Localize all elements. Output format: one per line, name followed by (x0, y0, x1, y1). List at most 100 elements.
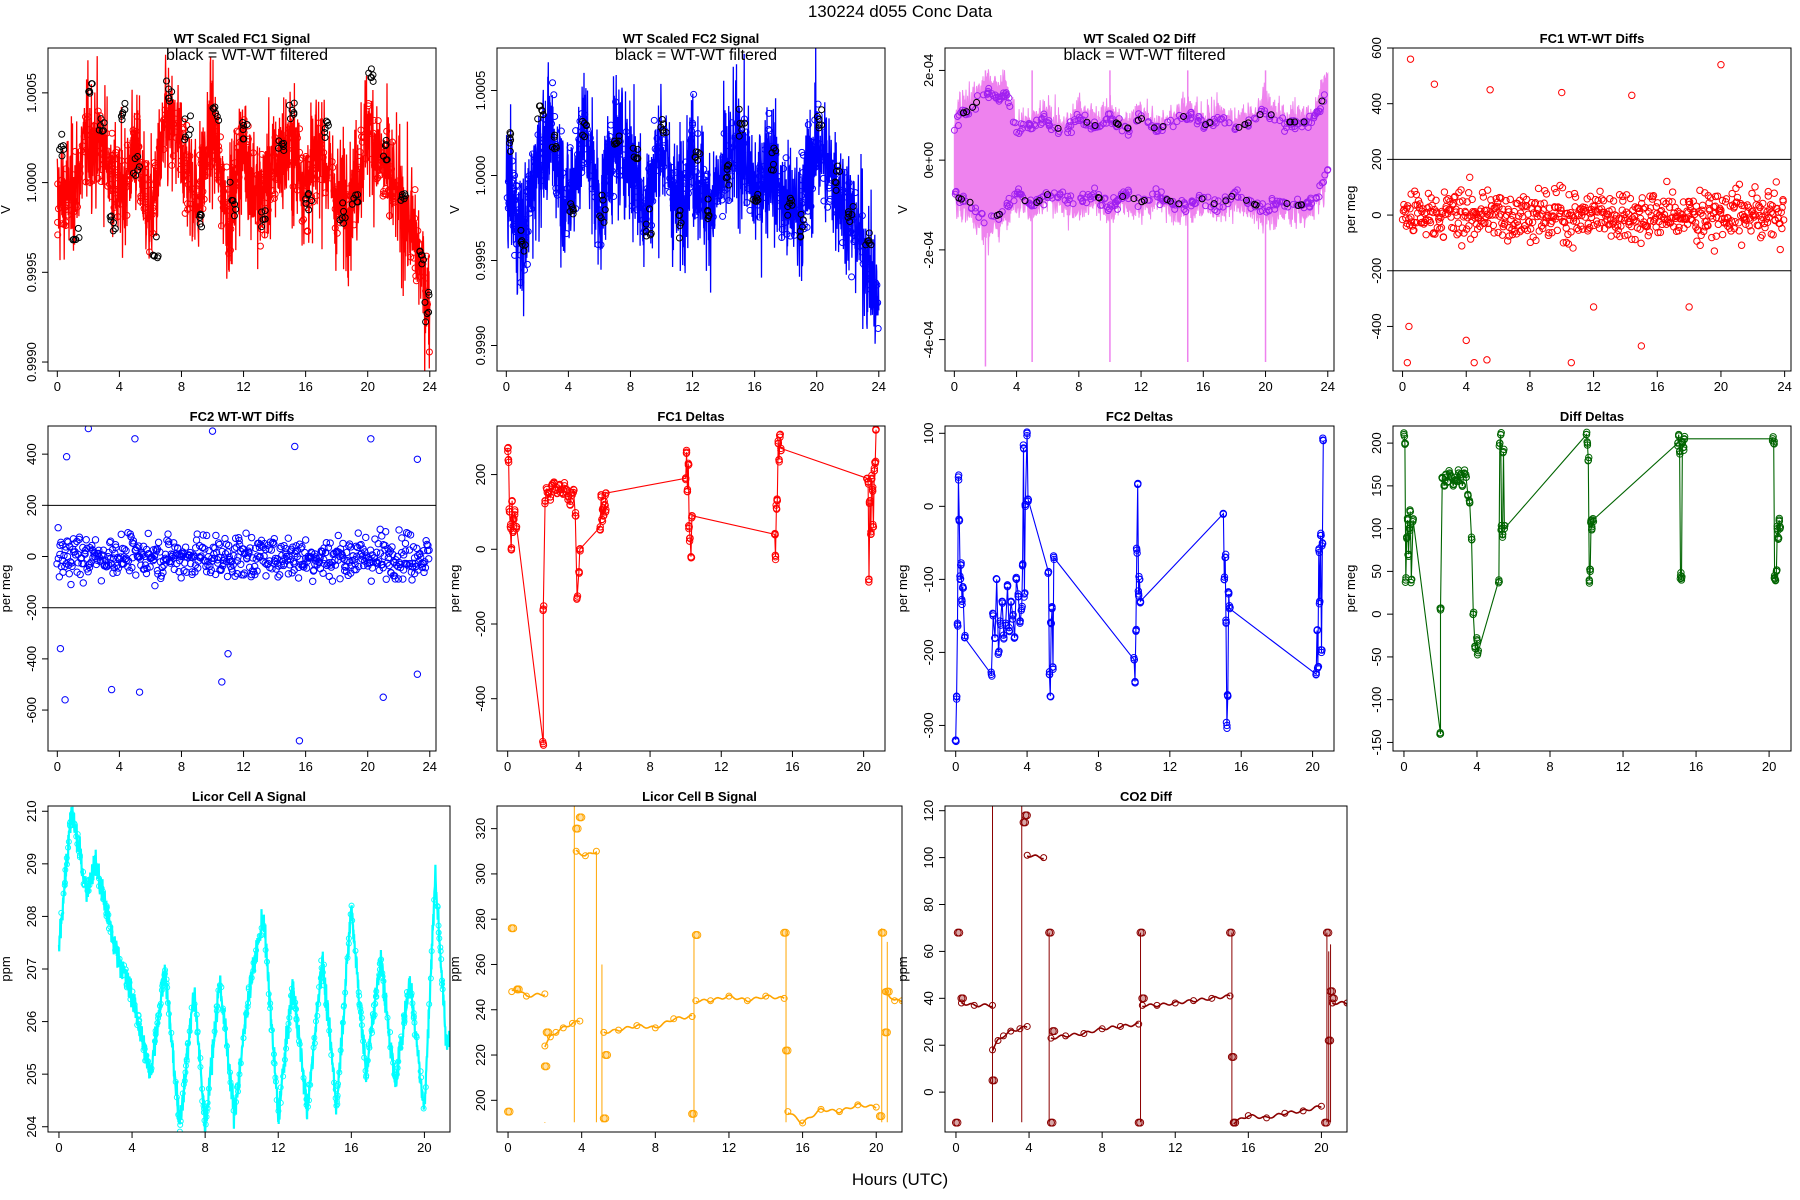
series-point (1037, 120, 1045, 128)
series-point (213, 148, 221, 156)
series-point (169, 152, 177, 160)
series-point (987, 668, 995, 676)
series-point (147, 181, 155, 189)
series-point (75, 848, 82, 855)
series-point (1437, 224, 1446, 232)
y-tick-label: 209 (24, 853, 39, 875)
series-point (340, 1003, 347, 1010)
series-point (104, 182, 112, 190)
series-point (546, 493, 555, 501)
x-tick-label: 12 (714, 759, 728, 774)
series-point (1005, 627, 1014, 636)
chart-title: Licor Cell A Signal (192, 789, 306, 804)
series-point (392, 1073, 399, 1080)
series-point (387, 163, 395, 171)
series-point (361, 154, 369, 162)
series-point (428, 948, 435, 955)
filtered-point (517, 226, 525, 234)
series-point (217, 222, 225, 230)
filtered-point (338, 214, 346, 222)
chart-title: FC2 WT-WT Diffs (190, 409, 295, 424)
series-point (113, 171, 121, 179)
series-point (99, 551, 107, 560)
series-point (206, 163, 214, 171)
series-point (236, 1071, 243, 1078)
series-point (626, 176, 634, 184)
plot-area (504, 806, 902, 1127)
series-point (780, 165, 788, 173)
series-point (504, 447, 512, 456)
filtered-point (302, 199, 310, 207)
series-point (289, 145, 297, 153)
x-tick-label: 4 (1463, 379, 1470, 394)
series-point (378, 532, 386, 540)
x-tick-label: 16 (298, 379, 312, 394)
series-point (1458, 197, 1467, 205)
series-point (1531, 198, 1540, 207)
plot-area (54, 54, 433, 371)
series-point (735, 143, 743, 151)
series-point (1400, 429, 1408, 437)
series-point (426, 1001, 433, 1008)
series-point (633, 206, 641, 214)
series-point (1511, 227, 1519, 236)
series-line (511, 989, 546, 998)
series-point (155, 144, 163, 152)
series-point (92, 870, 99, 877)
series-point (1221, 550, 1230, 559)
series-point (204, 1099, 211, 1106)
series-point (625, 153, 633, 161)
series-point (1702, 217, 1711, 225)
series-point (868, 475, 876, 483)
filtered-point (197, 210, 205, 218)
y-tick-label: -400 (473, 686, 488, 712)
chart-annotation: black = WT-WT filtered (166, 47, 328, 64)
series-point (750, 183, 758, 191)
series-point (1134, 203, 1142, 211)
series-point (607, 121, 615, 129)
series-point (696, 175, 704, 183)
series-point (292, 999, 299, 1006)
series-point (336, 1069, 343, 1076)
series-point (288, 985, 295, 992)
filtered-point (1166, 197, 1174, 205)
series-point (1626, 194, 1635, 203)
series-point (188, 1004, 195, 1011)
series-point (1147, 123, 1155, 131)
series-point (1220, 575, 1228, 584)
series-point (228, 568, 237, 576)
outlier-point (208, 427, 217, 435)
series-point (152, 177, 160, 185)
series-point (1409, 515, 1417, 523)
series-point (725, 197, 733, 205)
series-point (1748, 189, 1756, 198)
series-point (1722, 195, 1731, 203)
filtered-point (243, 120, 251, 128)
filtered-point (973, 98, 981, 106)
series-point (1231, 1118, 1240, 1127)
series-point (346, 558, 354, 566)
filtered-point (423, 310, 431, 318)
series-point (1171, 201, 1179, 209)
series-point (746, 206, 754, 214)
series-point (615, 1026, 622, 1034)
series-point (357, 1009, 364, 1016)
series-point (397, 1044, 404, 1051)
series-point (374, 539, 383, 548)
series-point (1048, 1118, 1057, 1127)
series-point (245, 984, 252, 991)
series-point (707, 997, 715, 1005)
series-point (277, 159, 285, 167)
series-point (281, 1056, 288, 1063)
series-point (533, 168, 541, 176)
x-tick-label: 0 (54, 379, 61, 394)
series-point (98, 166, 106, 174)
x-tick-label: 0 (1399, 379, 1406, 394)
series-point (552, 184, 560, 192)
series-point (743, 198, 751, 206)
filtered-point (735, 105, 743, 113)
filtered-point (630, 153, 638, 161)
series-point (1778, 224, 1786, 233)
series-point (1134, 480, 1142, 488)
series-point (248, 974, 255, 981)
